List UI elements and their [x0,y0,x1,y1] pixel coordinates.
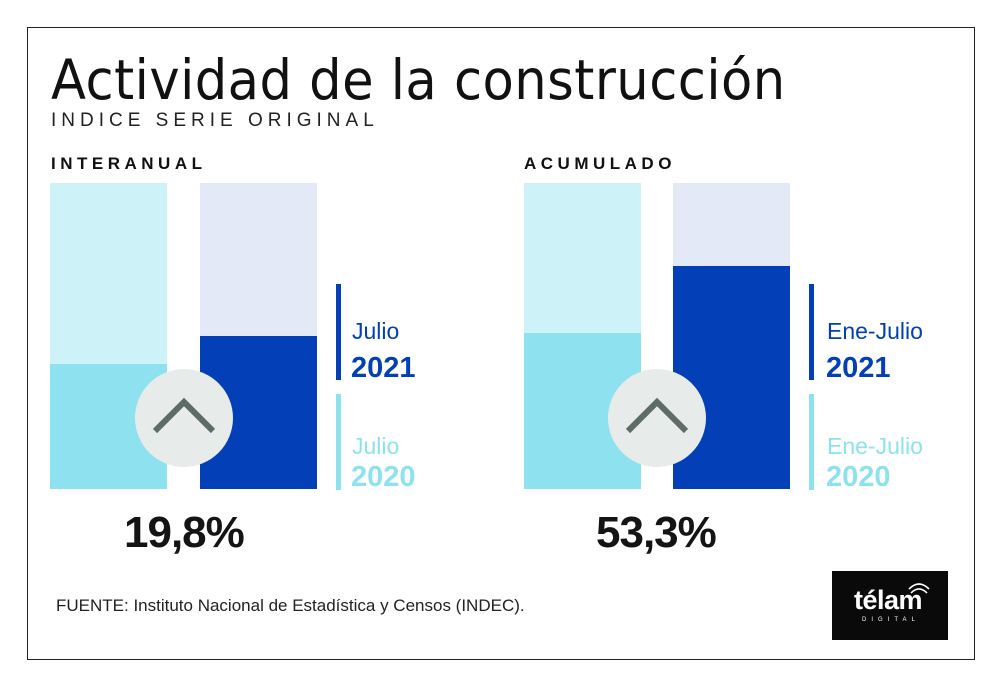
page-subtitle: INDICE SERIE ORIGINAL [51,110,379,131]
change-value-acumulado: 53,3% [596,508,717,557]
legend-year-ene-julio-2021: 2021 [826,352,891,384]
legend-line-2021 [336,284,341,380]
chevron-up-icon [152,397,216,434]
legend-year-2021: 2021 [351,352,416,384]
legend-month-2020: Julio [352,433,400,459]
telam-logo: télam DIGITAL [832,571,948,640]
infographic-frame [27,27,975,660]
legend-month-2021: Julio [352,318,400,344]
legend-year-2020: 2020 [351,461,416,493]
change-value-interanual: 19,8% [124,508,245,557]
bar-interanual-2021-track [200,183,317,489]
logo-subtitle: DIGITAL [862,617,920,623]
legend-line-2020 [336,394,341,490]
legend-year-ene-julio-2020: 2020 [826,461,891,493]
logo-wordmark: télam [854,585,923,615]
increase-indicator-interanual [135,369,233,467]
legend-line-ene-julio-2020 [809,394,814,490]
section-label-acumulado: ACUMULADO [524,154,676,173]
signal-waves-icon [908,583,930,594]
legend-month-ene-julio-2021: Ene-Julio [827,318,923,344]
chevron-up-icon [625,397,689,434]
section-label-interanual: INTERANUAL [51,154,207,173]
legend-line-ene-julio-2021 [809,284,814,380]
legend-month-ene-julio-2020: Ene-Julio [827,433,923,459]
increase-indicator-acumulado [608,369,706,467]
source-note: FUENTE: Instituto Nacional de Estadístic… [56,596,525,615]
page-title: Actividad de la construcción [51,48,786,112]
